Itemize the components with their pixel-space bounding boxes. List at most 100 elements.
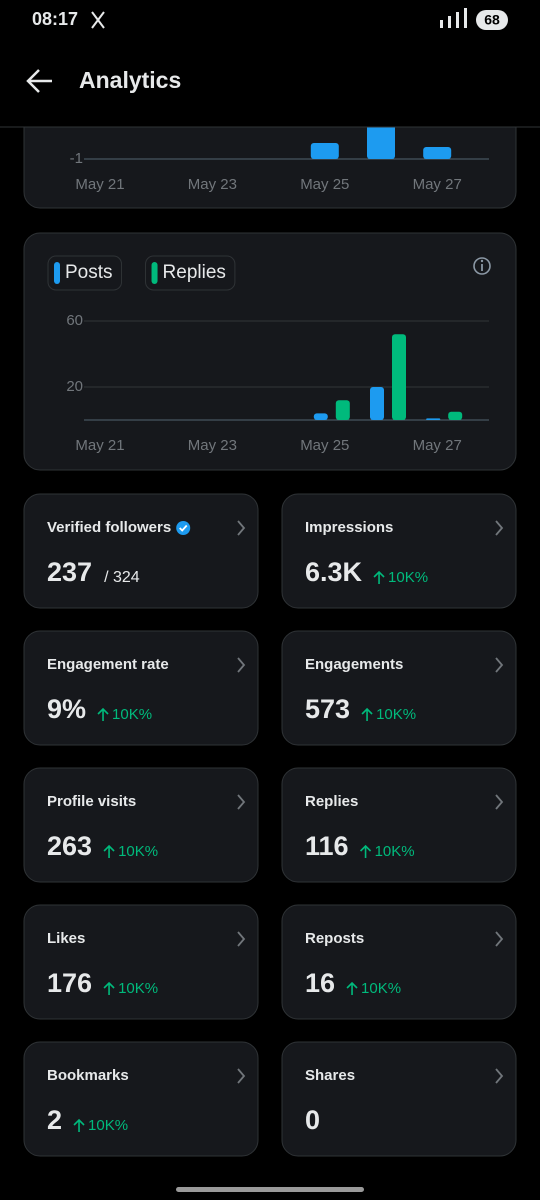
bar [335,400,350,420]
stat-card-bg [281,904,517,1020]
stat-card-bg [281,767,517,883]
stat-card[interactable]: Profile visits 263 10K% [23,767,259,883]
stat-card[interactable]: Likes 176 10K% [23,904,259,1020]
stat-card-bg [23,1041,259,1157]
up-arrow [373,570,385,584]
stat-secondary: / 324 [104,569,140,586]
stat-change: 10K% [361,980,401,997]
stat-change: 10K% [118,843,158,860]
chevron [237,657,246,673]
x-tick-label: May 25 [300,437,349,454]
up-arrow [359,844,372,858]
y-tick-label: 60 [66,312,83,329]
stat-card[interactable]: Replies 116 10K% [281,767,517,883]
stat-label: Engagement rate [47,656,169,673]
stat-label: Engagements [305,656,403,673]
page-title: Analytics [79,67,181,93]
stat-card-bg [23,904,259,1020]
stat-value: 176 [47,968,92,998]
chevron [237,520,246,536]
bar [370,387,384,420]
stat-card[interactable]: Bookmarks 2 10K% [23,1041,259,1157]
chevron [495,1068,504,1084]
stat-card-bg [23,630,259,746]
stat-card[interactable]: Reposts 16 10K% [281,904,517,1020]
stat-label: Likes [47,930,85,947]
home-indicator [176,1187,364,1192]
bar [423,147,452,159]
stat-card-bg [281,1041,517,1157]
stat-label: Verified followers [47,519,171,536]
back-button[interactable] [26,69,52,93]
bar [392,334,406,420]
stat-change: 10K% [88,1117,128,1134]
stat-value: 6.3K [305,557,363,587]
info-dot [480,259,484,263]
bar [426,418,441,420]
stat-card-bg [23,767,259,883]
stat-card[interactable]: Engagement rate 9% 10K% [23,630,259,746]
signal-bar [464,8,467,28]
legend-item[interactable]: Replies [145,255,236,291]
chevron [495,520,504,536]
stat-card[interactable]: Impressions 6.3K 10K% [281,493,517,609]
stat-card[interactable]: Engagements 573 10K% [281,630,517,746]
chevron [495,657,504,673]
legend-label: Posts [65,262,113,283]
battery-level: 68 [484,12,500,28]
stat-card[interactable]: Verified followers 237 / 324 [23,493,259,609]
y-tick-label: 20 [66,378,83,395]
legend-swatch [151,262,158,284]
legend-item[interactable]: Posts [47,255,123,291]
x-tick-label: May 25 [300,176,349,193]
up-arrow [346,981,358,995]
chevron [495,931,504,947]
stat-label: Impressions [305,519,393,536]
signal-bar [448,16,451,28]
up-arrow [361,707,373,721]
stat-change: 10K% [376,706,416,723]
stat-value: 573 [305,694,350,724]
up-arrow [97,707,109,721]
stat-change: 10K% [112,706,152,723]
stat-value: 116 [305,831,349,861]
stat-label: Bookmarks [47,1067,129,1084]
status-glyphs [91,11,105,29]
legend-label: Replies [163,262,226,283]
bar [313,413,328,420]
info-circle [473,257,491,275]
stat-change: 10K% [375,843,415,860]
stat-card-bg [23,493,259,609]
stat-card[interactable]: Shares 0 [281,1041,517,1157]
stat-value: 16 [305,968,335,998]
chevron [237,931,246,947]
back-arrow [26,69,52,93]
stat-change: 10K% [118,980,158,997]
up-arrow [103,981,115,995]
legend-swatch [54,262,60,284]
x-tick-label: May 23 [188,437,237,454]
stat-label: Shares [305,1067,355,1084]
legend-chip [145,255,236,291]
stat-change: 10K% [388,569,428,586]
stat-value: 2 [47,1105,62,1135]
verified-check [179,524,188,532]
stat-value: 237 [47,557,92,587]
info-icon[interactable] [473,257,491,275]
x-tick-label: May 21 [75,176,124,193]
signal-bar [456,12,459,28]
up-arrow [103,844,115,858]
signal-bar [440,20,443,28]
legend-chip [47,255,123,291]
bar [310,143,339,159]
y-tick-label: -1 [70,150,83,167]
x-tick-label: May 21 [75,437,124,454]
status-time: 08:17 [32,9,78,29]
stat-card-bg [281,493,517,609]
stat-label: Reposts [305,930,364,947]
x-tick-label: May 27 [413,437,462,454]
chevron [495,794,504,810]
stat-label: Profile visits [47,793,136,810]
